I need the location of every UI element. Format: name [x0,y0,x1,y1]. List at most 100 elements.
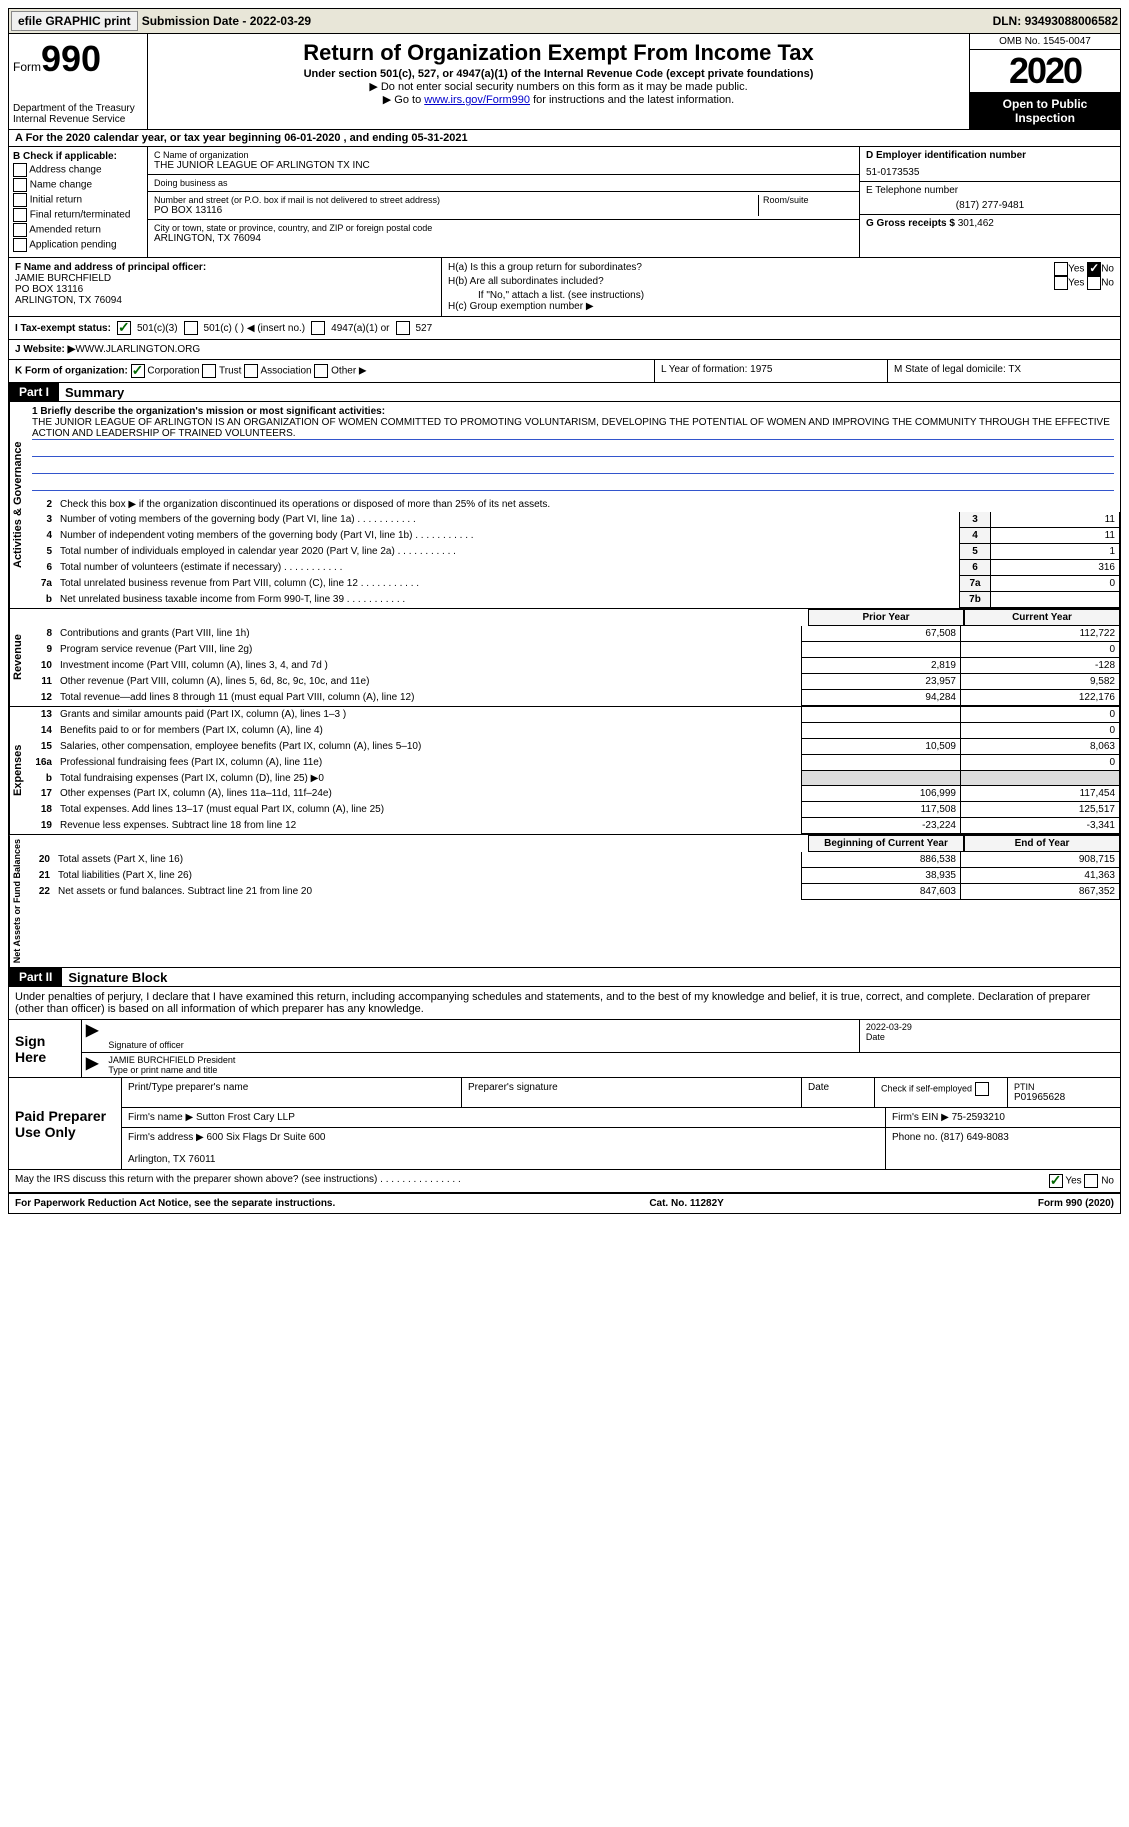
exp-line-17: 17Other expenses (Part IX, column (A), l… [26,786,1120,802]
year-box: 2020 [970,50,1120,93]
net-line-20: 20Total assets (Part X, line 16)886,5389… [24,852,1120,868]
rev-col-headers: Prior Year Current Year [26,609,1120,626]
header-right: OMB No. 1545-0047 2020 Open to Public In… [969,34,1120,129]
exp-line-18: 18Total expenses. Add lines 13–17 (must … [26,802,1120,818]
city-row: City or town, state or province, country… [148,220,859,247]
firm-ein: 75-2593210 [952,1112,1005,1123]
section-h: H(a) Is this a group return for subordin… [442,258,1120,316]
end-year-hdr: End of Year [964,835,1120,852]
org-info-grid: B Check if applicable: Address change Na… [9,147,1120,258]
cb-4947[interactable] [311,321,325,335]
gov-line-7a: 7aTotal unrelated business revenue from … [26,576,1120,592]
section-i: I Tax-exempt status: 501(c)(3) 501(c) ( … [9,317,1120,340]
ein-value: 51-0173535 [866,161,1114,178]
self-employed-cb[interactable]: Check if self-employed [875,1078,1008,1107]
cb-address-change[interactable]: Address change [13,163,143,177]
beg-year-hdr: Beginning of Current Year [808,835,964,852]
ptin-value: P01965628 [1014,1092,1114,1103]
gov-line-5: 5Total number of individuals employed in… [26,544,1120,560]
dln: DLN: 93493088006582 [993,14,1118,28]
exp-line-13: 13Grants and similar amounts paid (Part … [26,707,1120,723]
gov-line-6: 6Total number of volunteers (estimate if… [26,560,1120,576]
cb-other[interactable] [314,364,328,378]
section-klm: K Form of organization: Corporation Trus… [9,360,1120,383]
rev-line-12: 12Total revenue—add lines 8 through 11 (… [26,690,1120,706]
org-name-row: C Name of organization THE JUNIOR LEAGUE… [148,147,859,175]
cb-501c3[interactable] [117,321,131,335]
hb-yes-cb[interactable] [1054,276,1068,290]
exp-line-14: 14Benefits paid to or for members (Part … [26,723,1120,739]
perjury-note: Under penalties of perjury, I declare th… [9,987,1120,1019]
vert-governance: Activities & Governance [9,402,26,608]
section-j: J Website: ▶ WWW.JLARLINGTON.ORG [9,340,1120,360]
firm-name: Sutton Frost Cary LLP [196,1112,295,1123]
address-row: Number and street (or P.O. box if mail i… [148,192,859,220]
efile-print-button[interactable]: efile GRAPHIC print [11,11,138,31]
form-number: Form990 [13,38,143,80]
revenue-section: Revenue Prior Year Current Year 8Contrib… [9,609,1120,707]
irs-link[interactable]: www.irs.gov/Form990 [424,94,530,106]
footer: For Paperwork Reduction Act Notice, see … [9,1194,1120,1213]
arrow-icon: ▶ [82,1020,102,1052]
city-value: ARLINGTON, TX 76094 [154,233,853,244]
cb-final-return[interactable]: Final return/terminated [13,208,143,222]
form-header: Form990 Department of the Treasury Inter… [9,34,1120,130]
vert-expenses: Expenses [9,707,26,834]
cb-name-change[interactable]: Name change [13,178,143,192]
hb-no-cb[interactable] [1087,276,1101,290]
officer-name: JAMIE BURCHFIELD [15,273,435,284]
may-irs-no-cb[interactable] [1084,1174,1098,1188]
sign-here-label: Sign Here [9,1020,81,1077]
officer-addr2: ARLINGTON, TX 76094 [15,295,435,306]
sig-date-value: 2022-03-29 [866,1022,1114,1032]
preparer-name-hdr: Print/Type preparer's name [122,1078,462,1107]
cb-501c[interactable] [184,321,198,335]
mission-text: THE JUNIOR LEAGUE OF ARLINGTON IS AN ORG… [32,417,1114,440]
hb-note: If "No," attach a list. (see instruction… [448,290,1114,301]
address-value: PO BOX 13116 [154,205,758,216]
website-value: WWW.JLARLINGTON.ORG [75,344,200,355]
section-b: B Check if applicable: Address change Na… [9,147,148,257]
part2-header: Part II Signature Block [9,968,1120,987]
ha-no-cb[interactable] [1087,262,1101,276]
prior-year-hdr: Prior Year [808,609,964,626]
rev-line-10: 10Investment income (Part VIII, column (… [26,658,1120,674]
officer-addr1: PO BOX 13116 [15,284,435,295]
preparer-sig-hdr: Preparer's signature [462,1078,802,1107]
hb-label: H(b) Are all subordinates included? [448,276,604,290]
cb-initial-return[interactable]: Initial return [13,193,143,207]
cb-amended-return[interactable]: Amended return [13,223,143,237]
net-line-21: 21Total liabilities (Part X, line 26)38,… [24,868,1120,884]
section-d-e-g: D Employer identification number 51-0173… [859,147,1120,257]
principal-h-row: F Name and address of principal officer:… [9,258,1120,317]
section-l: L Year of formation: 1975 [654,360,887,382]
header-title: Return of Organization Exempt From Incom… [148,34,969,129]
rev-line-9: 9Program service revenue (Part VIII, lin… [26,642,1120,658]
ha-yes-cb[interactable] [1054,262,1068,276]
sign-here-block: Sign Here ▶ Signature of officer 2022-03… [9,1019,1120,1078]
tax-year-line: A For the 2020 calendar year, or tax yea… [9,130,1120,147]
exp-line-15: 15Salaries, other compensation, employee… [26,739,1120,755]
vert-revenue: Revenue [9,609,26,706]
form-subtitle: Under section 501(c), 527, or 4947(a)(1)… [152,68,965,80]
exp-line-b: bTotal fundraising expenses (Part IX, co… [26,771,1120,786]
cb-527[interactable] [396,321,410,335]
section-c: C Name of organization THE JUNIOR LEAGUE… [148,147,859,257]
dba-row: Doing business as [148,175,859,192]
cb-corp[interactable] [131,364,145,378]
cb-assoc[interactable] [244,364,258,378]
may-irs-yes-cb[interactable] [1049,1174,1063,1188]
gov-line-7b: bNet unrelated business taxable income f… [26,592,1120,608]
expenses-section: Expenses 13Grants and similar amounts pa… [9,707,1120,835]
cb-trust[interactable] [202,364,216,378]
omb-number: OMB No. 1545-0047 [970,34,1120,50]
preparer-date-hdr: Date [802,1078,875,1107]
footer-left: For Paperwork Reduction Act Notice, see … [15,1198,335,1209]
may-irs-row: May the IRS discuss this return with the… [9,1170,1120,1194]
cb-app-pending[interactable]: Application pending [13,238,143,252]
form-title: Return of Organization Exempt From Incom… [152,40,965,66]
form-note-1: ▶ Do not enter social security numbers o… [152,80,965,93]
section-m: M State of legal domicile: TX [887,360,1120,382]
q2-row: 2Check this box ▶ if the organization di… [26,497,1120,512]
room-suite-label: Room/suite [763,195,853,205]
